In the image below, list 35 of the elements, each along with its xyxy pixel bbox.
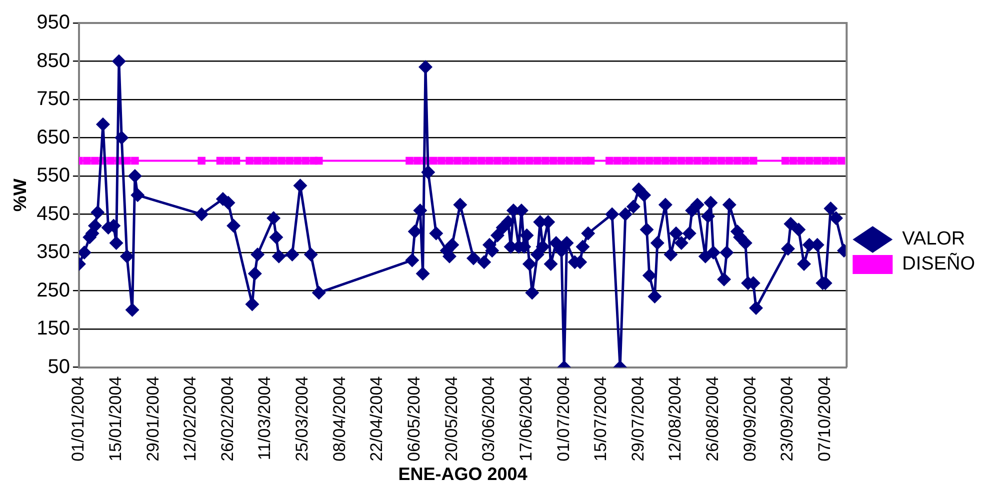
x-tick-label: 15/01/2004 [106, 376, 125, 462]
x-tick-label: 20/05/2004 [442, 376, 461, 462]
x-tick-label: 09/09/2004 [740, 376, 760, 462]
y-tick-label: 850 [36, 50, 70, 72]
legend-label: DISEÑO [902, 252, 976, 275]
x-tick-label: 01/01/2004 [68, 376, 88, 462]
y-tick-label: 50 [48, 356, 70, 378]
x-tick-label: 25/03/2004 [292, 376, 312, 462]
x-tick-label: 01/07/2004 [554, 376, 573, 462]
x-tick-label: 06/05/2004 [404, 376, 424, 462]
y-tick-label: 250 [36, 279, 70, 302]
x-tick-label: 17/06/2004 [516, 376, 536, 462]
y-tick-label: 750 [36, 88, 70, 110]
y-tick-label: 150 [36, 318, 70, 340]
x-tick-label: 12/08/2004 [666, 376, 685, 462]
y-axis-title: %W [10, 178, 30, 212]
x-tick-label: 12/02/2004 [180, 376, 200, 462]
y-tick-label: 350 [36, 241, 70, 264]
x-tick-label: 03/06/2004 [479, 376, 498, 462]
x-tick-label: 29/01/2004 [143, 376, 162, 462]
x-tick-label: 08/04/2004 [330, 376, 349, 462]
x-tick-label: 29/07/2004 [628, 376, 648, 462]
x-tick-label: 26/02/2004 [218, 376, 237, 462]
x-tick-label: 11/03/2004 [255, 376, 274, 460]
x-tick-label: 15/07/2004 [591, 376, 610, 462]
x-tick-label: 07/10/2004 [815, 376, 834, 462]
y-tick-label: 650 [36, 126, 70, 148]
y-tick-label: 450 [36, 202, 70, 225]
y-tick-label: 550 [36, 164, 70, 187]
legend-label: VALOR [902, 228, 966, 250]
x-axis-title: ENE-AGO 2004 [398, 464, 528, 484]
x-tick-label: 22/04/2004 [367, 376, 386, 462]
x-tick-label: 26/08/2004 [703, 376, 722, 462]
x-tick-label: 23/09/2004 [778, 376, 797, 462]
y-tick-label: 950 [36, 12, 70, 34]
